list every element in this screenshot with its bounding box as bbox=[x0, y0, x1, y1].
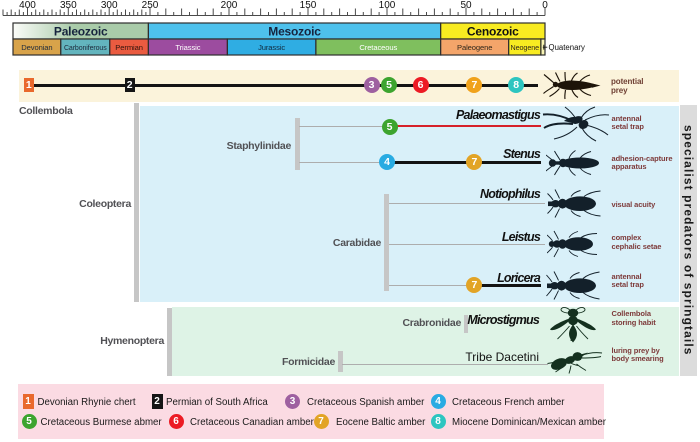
svg-text:Cenozoic: Cenozoic bbox=[467, 25, 519, 39]
svg-text:0: 0 bbox=[542, 0, 548, 11]
svg-text:Devonian: Devonian bbox=[21, 43, 52, 52]
svg-text:Neogene: Neogene bbox=[511, 43, 540, 52]
svg-text:150: 150 bbox=[300, 0, 317, 11]
svg-text:200: 200 bbox=[221, 0, 238, 11]
svg-text:100: 100 bbox=[379, 0, 396, 11]
svg-text:Permian: Permian bbox=[115, 43, 143, 52]
svg-text:Triassic: Triassic bbox=[175, 43, 200, 52]
svg-text:250: 250 bbox=[142, 0, 159, 11]
svg-text:Mesozoic: Mesozoic bbox=[268, 25, 321, 39]
svg-text:300: 300 bbox=[101, 0, 118, 11]
svg-text:Cretaceous: Cretaceous bbox=[359, 43, 397, 52]
svg-text:350: 350 bbox=[60, 0, 77, 11]
svg-text:Carboniferous: Carboniferous bbox=[64, 45, 107, 52]
svg-text:Quatenary: Quatenary bbox=[549, 43, 586, 52]
svg-text:Jurassic: Jurassic bbox=[258, 43, 285, 52]
svg-text:Paleozoic: Paleozoic bbox=[54, 25, 108, 39]
svg-text:Paleogene: Paleogene bbox=[457, 43, 492, 52]
svg-text:50: 50 bbox=[460, 0, 472, 11]
svg-text:400: 400 bbox=[19, 0, 36, 11]
